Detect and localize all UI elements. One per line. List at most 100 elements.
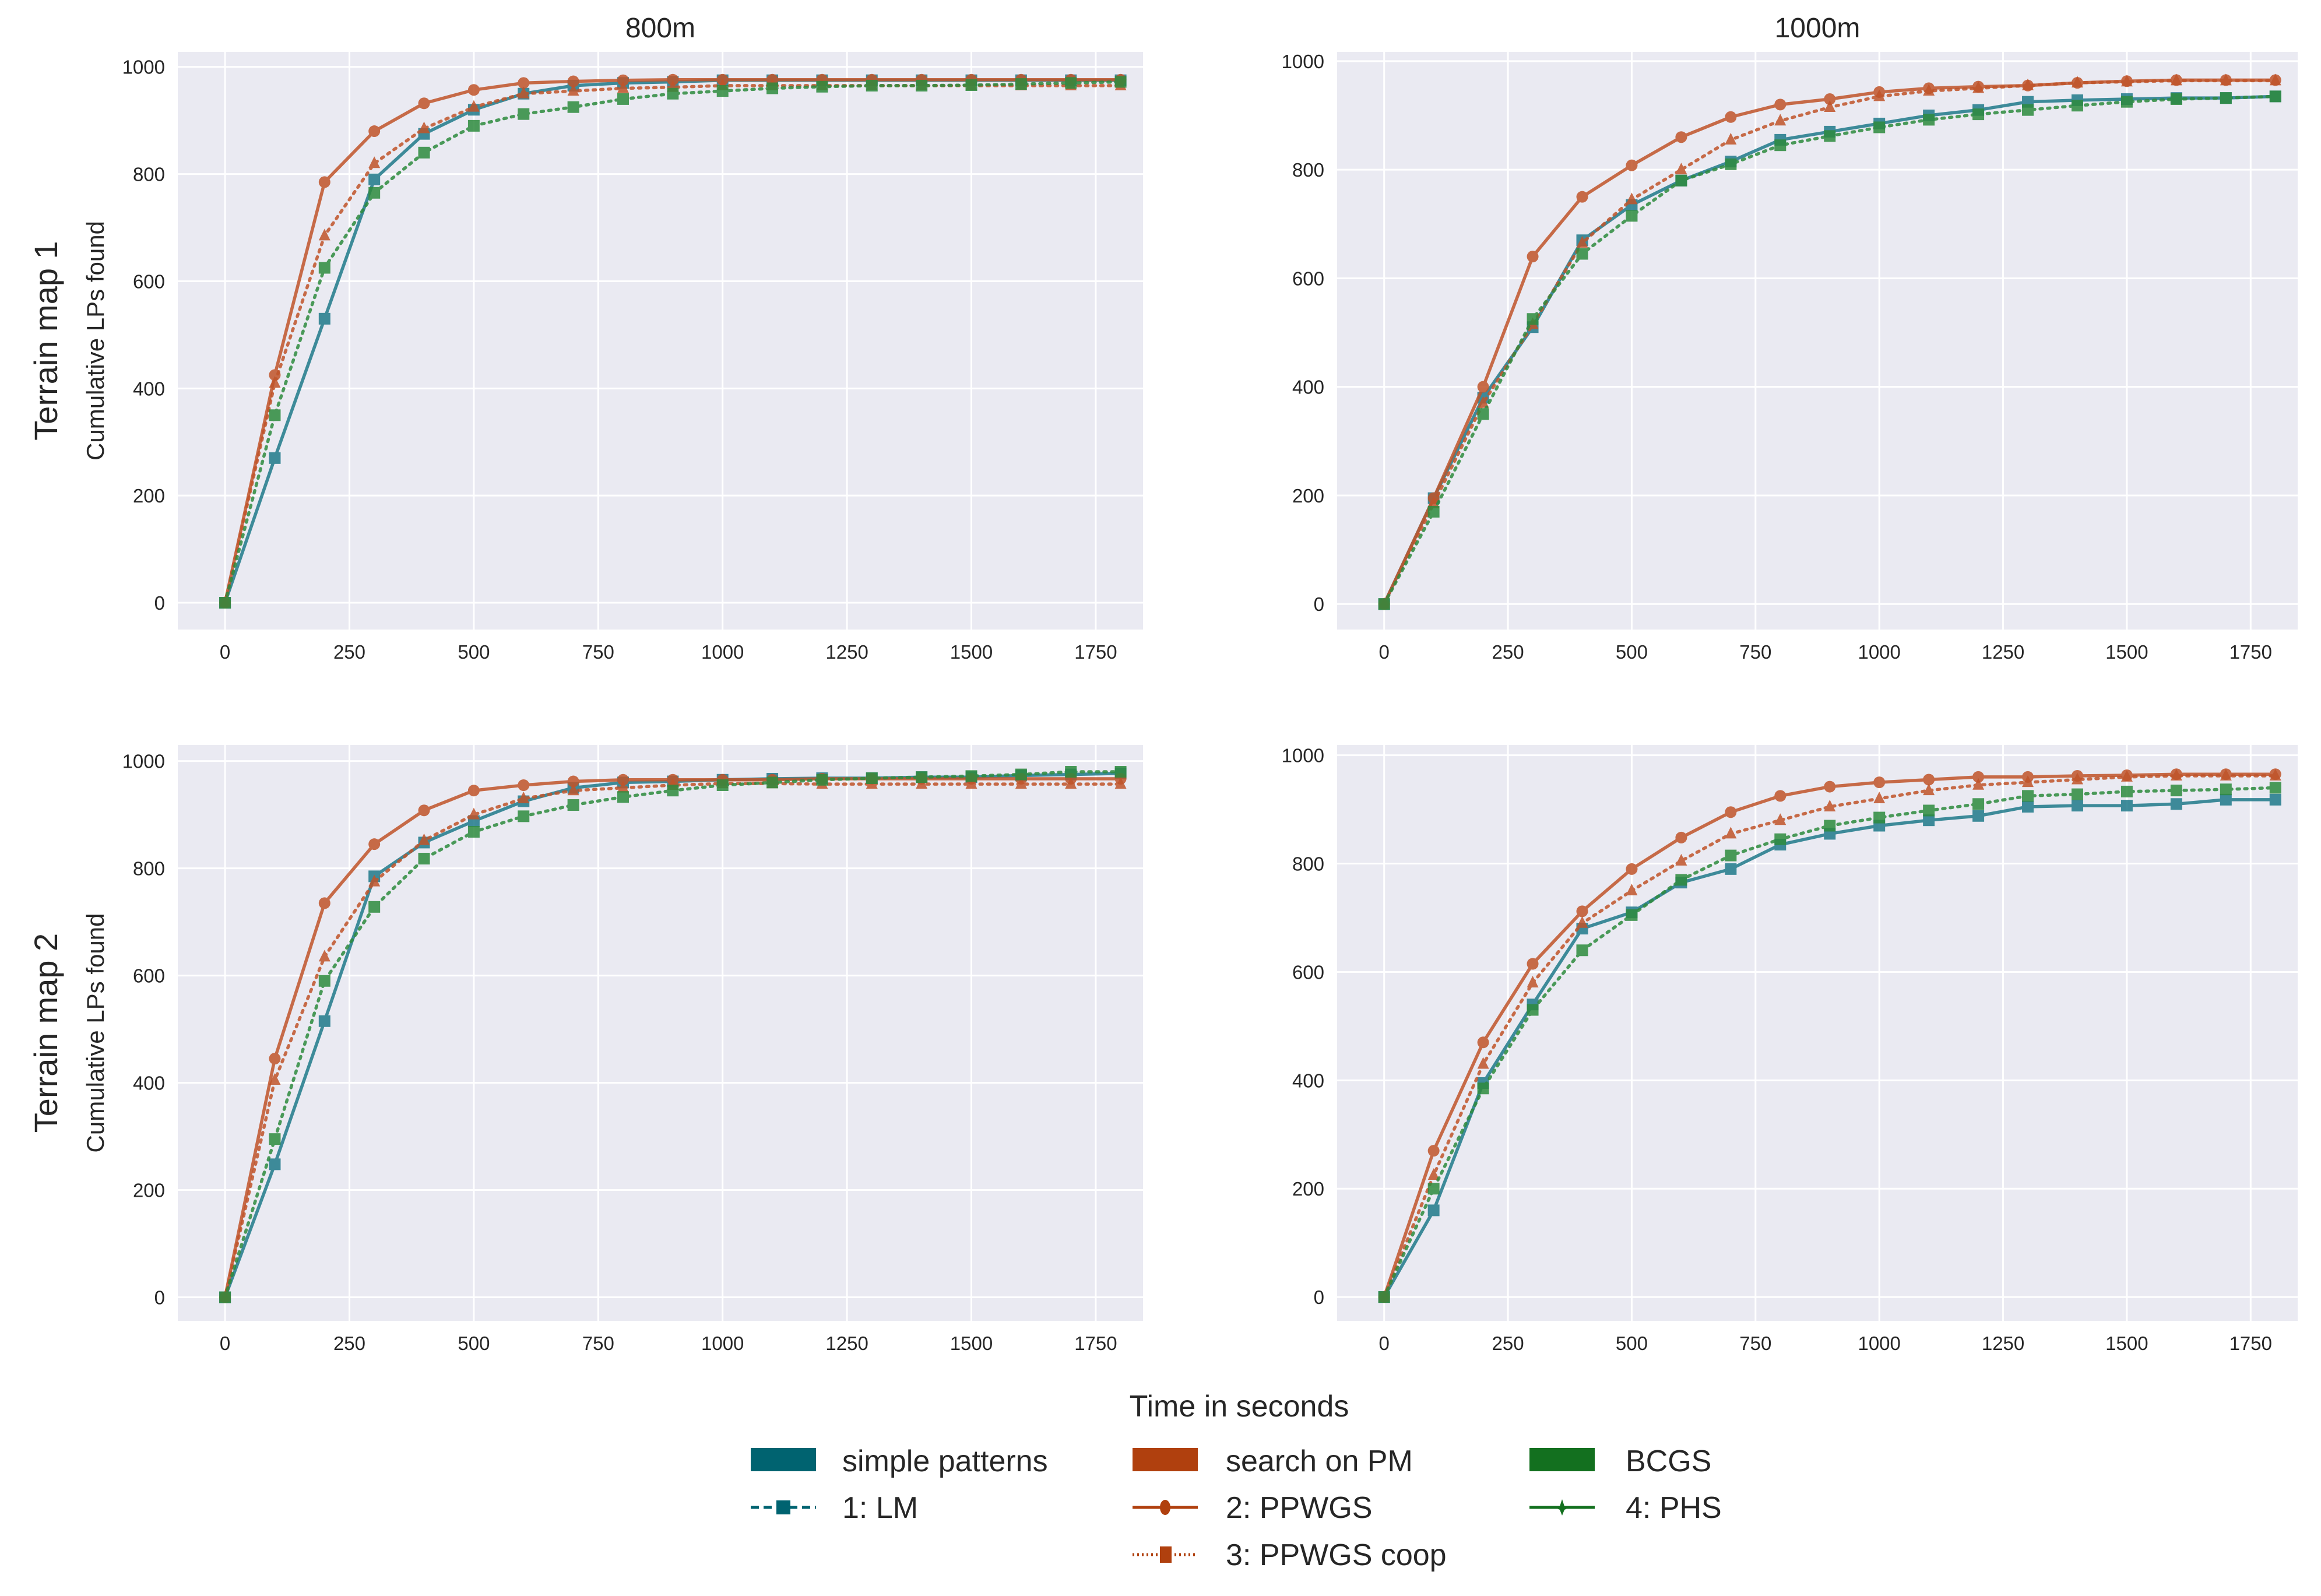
- data-point: [318, 975, 330, 987]
- data-point: [318, 1015, 330, 1027]
- subplots: 0 250 500 750 1000 1250 1500 1750 0 200 400 600 800 1…: [27, 13, 2298, 1354]
- data-point: [617, 74, 629, 86]
- data-point: [418, 146, 430, 159]
- data-point: [1774, 813, 1787, 825]
- x-tick-label: 500: [458, 1333, 490, 1354]
- legend-patch-bcgs: [1529, 1448, 1595, 1471]
- row-label: Terrain map 1: [27, 241, 64, 440]
- data-point: [1725, 806, 1737, 818]
- x-tick-label: 1000: [701, 1333, 744, 1354]
- data-point: [567, 101, 579, 113]
- data-point: [518, 108, 530, 120]
- y-tick-label: 0: [154, 592, 165, 614]
- data-point: [2220, 793, 2232, 806]
- series-coop: [1378, 768, 2281, 1302]
- data-point: [1774, 790, 1787, 802]
- data-point: [518, 810, 530, 822]
- x-tick-label: 1750: [2229, 1333, 2272, 1354]
- y-tick-label: 0: [1314, 593, 1324, 615]
- data-point: [269, 1053, 281, 1065]
- legend-patch-simple-patterns: [751, 1448, 816, 1471]
- data-point: [1972, 798, 1985, 810]
- data-point: [1675, 131, 1687, 143]
- data-point: [1824, 93, 1836, 106]
- data-point: [2022, 78, 2034, 90]
- data-point: [2071, 800, 2083, 812]
- x-tick-label: 0: [1379, 1333, 1390, 1354]
- data-point: [1824, 781, 1836, 793]
- data-point: [617, 781, 629, 793]
- data-point: [368, 156, 381, 168]
- data-point: [1972, 108, 1985, 121]
- data-point: [318, 950, 330, 962]
- data-point: [1774, 114, 1787, 126]
- data-point: [1477, 1082, 1489, 1095]
- data-point: [567, 75, 579, 87]
- data-point: [866, 772, 878, 785]
- data-point: [418, 833, 430, 845]
- data-point: [418, 853, 430, 865]
- plot-area: [178, 745, 1143, 1321]
- y-tick-label: 600: [1292, 268, 1324, 289]
- data-point: [1576, 248, 1588, 260]
- data-point: [418, 97, 430, 110]
- data-point: [1923, 814, 1935, 827]
- data-point: [567, 775, 579, 788]
- data-point: [1725, 849, 1737, 862]
- x-tick-label: 1500: [2105, 641, 2148, 663]
- data-point: [518, 779, 530, 791]
- y-tick-label: 400: [1292, 1070, 1324, 1091]
- plot-area: [1337, 52, 2298, 630]
- x-tick-label: 1500: [950, 1333, 993, 1354]
- y-tick-label: 200: [133, 1180, 165, 1201]
- data-point: [1427, 1145, 1440, 1157]
- data-point: [1675, 831, 1687, 843]
- data-point: [2120, 769, 2133, 782]
- data-point: [2170, 768, 2182, 781]
- data-point: [1923, 774, 1935, 786]
- data-point: [2269, 793, 2281, 806]
- data-point: [816, 774, 828, 786]
- data-point: [1972, 778, 1985, 790]
- data-point: [1972, 810, 1985, 822]
- data-point: [2120, 785, 2133, 797]
- data-point: [1725, 863, 1737, 875]
- data-point: [567, 84, 579, 96]
- y-tick-label: 800: [133, 164, 165, 185]
- data-point: [617, 791, 629, 803]
- data-point: [467, 785, 480, 797]
- data-point: [2120, 75, 2133, 87]
- data-point: [1725, 111, 1737, 123]
- data-point: [1626, 192, 1638, 205]
- data-point: [1675, 853, 1687, 866]
- subplot-title: 1000m: [1775, 13, 1861, 44]
- data-point: [1477, 408, 1489, 420]
- data-point: [2170, 73, 2182, 86]
- data-point: [1527, 976, 1539, 988]
- data-point: [1774, 139, 1787, 152]
- data-point: [1923, 114, 1935, 126]
- data-point: [368, 125, 381, 138]
- data-point: [2170, 798, 2182, 810]
- legend-line-ppwgs: [1133, 1500, 1198, 1515]
- legend-label-phs: 4: PHS: [1626, 1491, 1722, 1525]
- y-tick-label: 600: [133, 270, 165, 292]
- data-point: [1527, 958, 1539, 970]
- data-point: [269, 1073, 281, 1085]
- data-point: [617, 93, 629, 105]
- subplot-4: 0 250 500 750 1000 1250 1500 1750 0 200 400 600 800 1…: [1282, 745, 2298, 1354]
- data-point: [667, 73, 679, 86]
- legend-line-phs: [1529, 1499, 1595, 1516]
- data-point: [965, 777, 977, 789]
- y-tick-label: 1000: [122, 751, 165, 772]
- data-point: [1675, 874, 1687, 886]
- y-tick-label: 0: [1314, 1286, 1324, 1308]
- data-point: [716, 85, 729, 97]
- subplot-1: 0 250 500 750 1000 1250 1500 1750 0 200 400 600 800 1…: [27, 13, 1143, 663]
- x-tick-label: 1500: [950, 641, 993, 663]
- data-point: [1527, 313, 1539, 325]
- data-point: [368, 901, 381, 913]
- data-point: [1873, 776, 1886, 789]
- x-tick-label: 500: [1616, 641, 1648, 663]
- y-axis-label: Cumulative LPs found: [82, 221, 109, 460]
